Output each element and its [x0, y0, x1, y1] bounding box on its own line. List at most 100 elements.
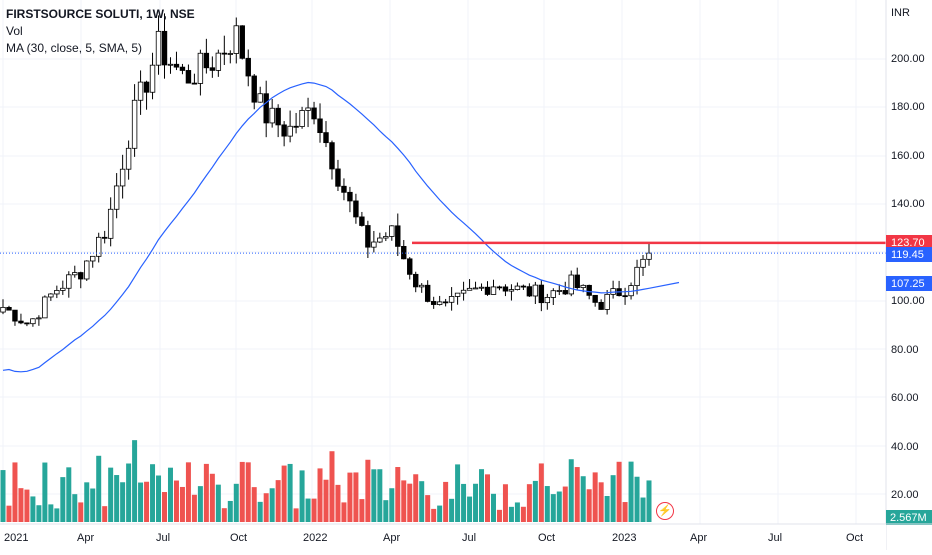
candle-body	[460, 289, 467, 294]
candle-body	[317, 118, 323, 134]
candle-body	[54, 290, 60, 295]
volume-bar	[550, 494, 556, 522]
volume-bar	[449, 498, 455, 522]
volume-bar	[401, 480, 407, 522]
candle-body	[365, 225, 371, 248]
candle-body	[347, 191, 353, 202]
volume-bar	[479, 469, 485, 522]
volume-bar	[221, 508, 227, 522]
grid-lines	[0, 0, 886, 524]
volume-bar	[209, 473, 215, 522]
candle-body	[66, 274, 72, 289]
candle-body	[413, 273, 419, 288]
candle-body	[24, 322, 30, 325]
candle-body	[0, 306, 6, 313]
price-tick: 160.00	[891, 150, 925, 162]
price-tick: 20.00	[891, 489, 919, 501]
candle-body	[508, 289, 515, 292]
volume-bar	[496, 509, 502, 522]
candle-body	[520, 285, 527, 288]
volume-bar	[586, 489, 592, 522]
candle-body	[389, 225, 395, 237]
volume-bar	[245, 462, 251, 522]
price-axis[interactable]: INR 200.00 180.00 160.00 140.00 100.00 8…	[885, 0, 932, 550]
candle-body	[36, 317, 42, 320]
time-axis[interactable]: 2021 Apr Jul Oct 2022 Apr Jul Oct 2023 A…	[0, 523, 932, 550]
ma-badge-label: 107.25	[891, 278, 925, 290]
volume-bar	[341, 502, 347, 522]
candle-body	[257, 93, 263, 103]
volume-bar	[120, 482, 126, 522]
volume-bar	[568, 459, 574, 522]
volume-bar	[598, 482, 604, 522]
volume-bar	[114, 475, 120, 522]
time-tick: Apr	[690, 532, 707, 544]
volume-bar	[485, 474, 491, 522]
lightning-icon[interactable]: ⚡	[656, 502, 674, 520]
volume-indicator-label[interactable]: Vol	[6, 24, 23, 38]
candle-body	[550, 290, 557, 298]
volume-bar	[30, 496, 36, 522]
volume-bar	[269, 488, 275, 522]
volume-bar	[640, 497, 646, 522]
volume-bar	[126, 463, 132, 522]
candle-body	[113, 185, 120, 210]
candle-body	[239, 25, 245, 59]
volume-bar	[6, 505, 12, 522]
candle-body	[263, 93, 269, 124]
volume-badge	[886, 510, 932, 525]
volume-bar	[162, 492, 168, 522]
candle-body	[424, 284, 431, 302]
candle-body	[478, 286, 485, 289]
volume-bar	[473, 483, 479, 522]
candle-body	[544, 296, 551, 304]
time-tick: Jul	[156, 532, 170, 544]
time-tick: Oct	[230, 532, 247, 544]
time-tick: Apr	[77, 532, 94, 544]
symbol-title[interactable]: FIRSTSOURCE SOLUTI, 1W, NSE	[6, 7, 195, 21]
ma-indicator-label[interactable]: MA (30, close, 5, SMA, 5)	[6, 41, 143, 55]
candle-body	[514, 285, 521, 290]
price-tick: 80.00	[891, 344, 919, 356]
volume-bar	[323, 479, 329, 522]
candle-body	[640, 258, 646, 268]
time-tick: Jul	[462, 532, 476, 544]
candle-body	[556, 290, 562, 292]
volume-bar	[72, 494, 78, 522]
time-tick: Oct	[538, 532, 555, 544]
candle-body	[490, 286, 497, 295]
candle-body	[538, 284, 545, 304]
volume-bar	[66, 467, 72, 522]
volume-bar	[538, 463, 544, 522]
volume-bar	[437, 505, 443, 522]
candle-body	[245, 57, 251, 77]
candle-body	[18, 320, 24, 324]
volume-bar	[359, 499, 365, 522]
volume-bar	[179, 486, 185, 522]
volume-bar	[628, 461, 634, 522]
candle-body	[72, 272, 78, 276]
candle-body	[197, 52, 204, 84]
volume-bar	[108, 467, 114, 522]
candle-body	[598, 301, 604, 310]
volume-bar	[580, 476, 586, 522]
volume-bar	[96, 455, 102, 522]
candle-body	[42, 296, 48, 319]
resistance-badge	[886, 235, 932, 250]
volume-bar	[377, 469, 383, 522]
candle-body	[634, 266, 640, 286]
volume-bar	[502, 484, 508, 522]
volume-bar	[353, 472, 359, 522]
chart-legend[interactable]: FIRSTSOURCE SOLUTI, 1W, NSE Vol MA (30, …	[6, 6, 195, 57]
candle-body	[568, 274, 574, 295]
candle-body	[131, 99, 138, 149]
volume-bar	[54, 508, 60, 522]
candle-body	[30, 318, 36, 325]
volume-bar	[251, 487, 257, 522]
candle-body	[293, 125, 299, 128]
time-tick: 2021	[4, 532, 28, 544]
volume-bar	[407, 483, 413, 522]
candle-body	[269, 107, 275, 124]
